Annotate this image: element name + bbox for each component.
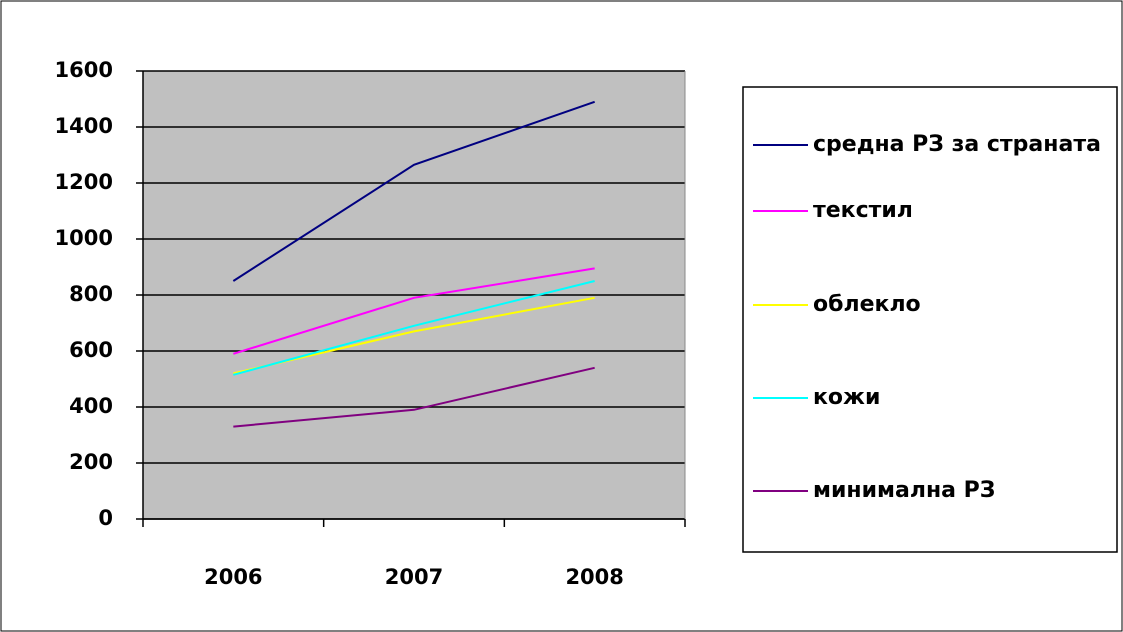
y-tick-label: 1200: [55, 170, 113, 194]
legend-box: [742, 86, 1118, 553]
legend-label: облекло: [813, 292, 921, 317]
x-tick-label: 2007: [385, 565, 443, 589]
x-tick-label: 2008: [565, 565, 623, 589]
line-series: [233, 280, 595, 376]
line-series: [233, 267, 595, 355]
y-tick-label: 400: [69, 394, 113, 418]
y-tick-label: 800: [69, 282, 113, 306]
legend-label: текстил: [813, 198, 913, 223]
y-tick-label: 1400: [55, 114, 113, 138]
y-tick-label: 1600: [55, 58, 113, 82]
legend-label: средна РЗ за страната: [813, 132, 1101, 157]
legend-label: минимална РЗ: [813, 478, 996, 503]
line-series: [232, 100, 595, 282]
y-tick-label: 200: [69, 450, 113, 474]
x-tick-label: 2006: [204, 565, 262, 589]
line-series: [233, 366, 595, 428]
y-tick-label: 600: [69, 338, 113, 362]
y-tick-label: 1000: [55, 226, 113, 250]
legend-label: кожи: [813, 385, 881, 410]
y-tick-label: 0: [98, 506, 113, 530]
